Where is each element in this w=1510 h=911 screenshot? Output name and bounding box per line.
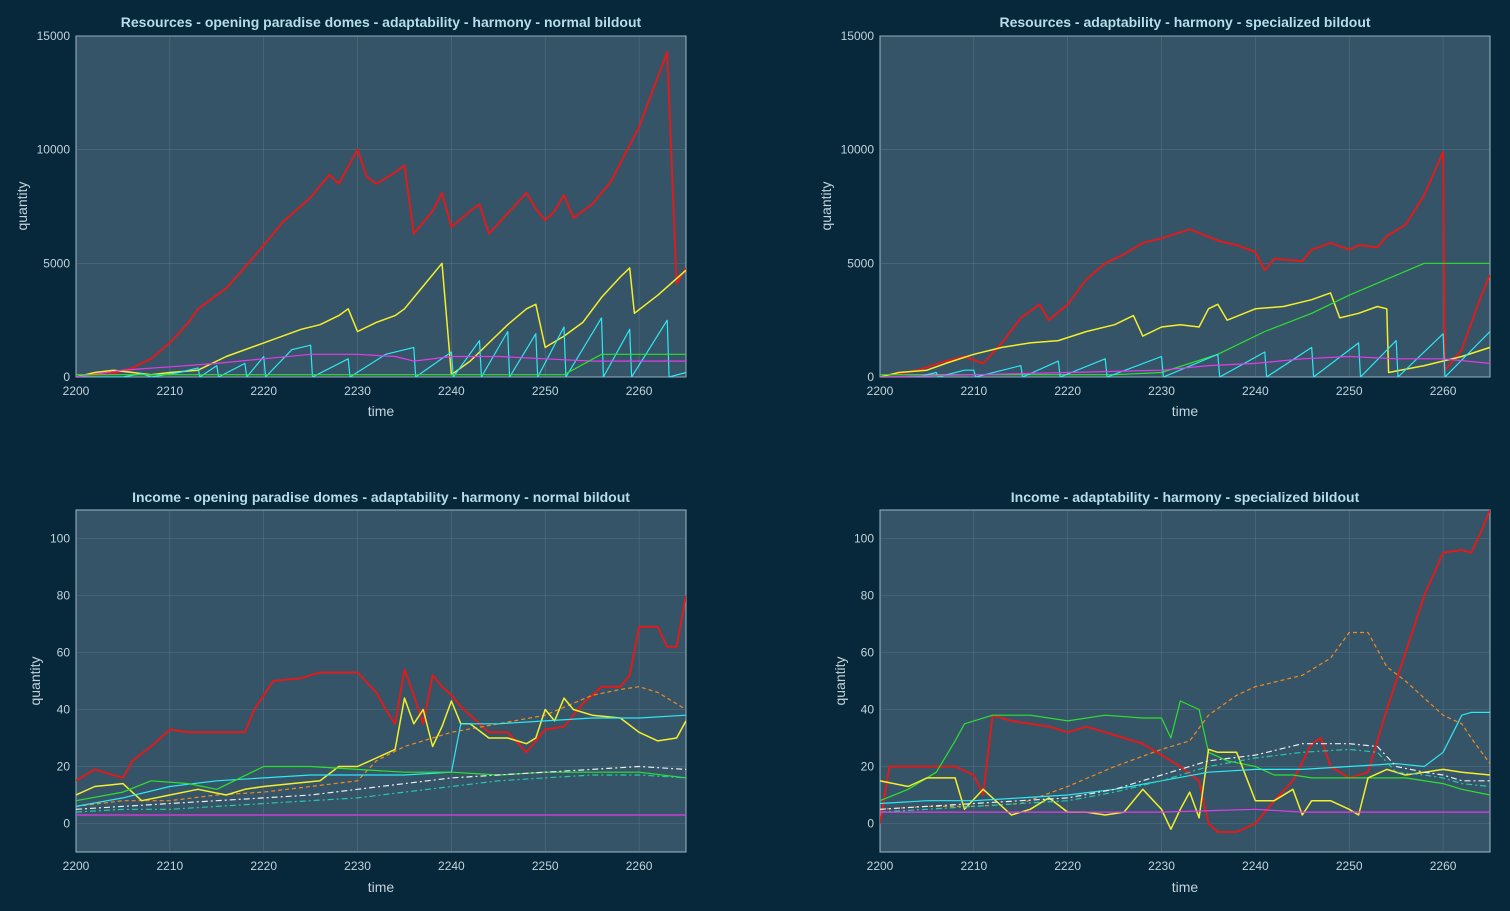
y-tick-label: 60 xyxy=(861,646,875,660)
chart-title: Resources - opening paradise domes - ada… xyxy=(121,14,642,30)
x-axis-label: time xyxy=(1172,879,1199,895)
series-line-green xyxy=(76,353,686,376)
chart-title: Resources - adaptability - harmony - spe… xyxy=(999,14,1370,30)
plot-area xyxy=(879,35,1491,378)
chart-panel-income-normal: Income - opening paradise domes - adapta… xyxy=(27,489,687,895)
chart-panel-income-specialized: Income - adaptability - harmony - specia… xyxy=(832,489,1491,895)
y-tick-label: 20 xyxy=(57,760,71,774)
x-tick-label: 2240 xyxy=(438,384,465,398)
series-line-magenta xyxy=(880,355,1490,377)
series-line-yellow xyxy=(880,292,1490,377)
x-tick-label: 2250 xyxy=(532,859,559,873)
y-tick-label: 20 xyxy=(861,760,875,774)
x-axis-label: time xyxy=(368,879,395,895)
series-line-white xyxy=(76,765,686,810)
y-axis-label: quantity xyxy=(818,181,834,230)
y-tick-label: 5000 xyxy=(43,256,70,270)
series-line-cyan xyxy=(76,714,686,807)
series-line-cyan xyxy=(880,711,1490,805)
y-tick-label: 40 xyxy=(861,703,875,717)
x-tick-label: 2240 xyxy=(438,859,465,873)
y-tick-label: 0 xyxy=(63,370,70,384)
x-tick-label: 2260 xyxy=(626,859,653,873)
y-tick-label: 0 xyxy=(867,370,874,384)
series-line-yellow xyxy=(76,262,686,377)
x-tick-label: 2230 xyxy=(344,384,371,398)
x-tick-label: 2220 xyxy=(250,859,277,873)
chart-panel-resources-specialized: Resources - adaptability - harmony - spe… xyxy=(818,14,1491,419)
chart-title: Income - opening paradise domes - adapta… xyxy=(132,489,630,505)
series-line-teal xyxy=(880,748,1490,813)
series-line-white xyxy=(880,743,1490,810)
series-line-teal xyxy=(76,774,686,813)
x-tick-label: 2230 xyxy=(1148,859,1175,873)
series-line-green xyxy=(880,700,1490,802)
x-tick-label: 2200 xyxy=(63,859,90,873)
y-axis-label: quantity xyxy=(832,656,848,705)
x-tick-label: 2200 xyxy=(867,384,894,398)
y-tick-label: 15000 xyxy=(37,29,71,43)
x-tick-label: 2220 xyxy=(250,384,277,398)
chart-panel-resources-normal: Resources - opening paradise domes - ada… xyxy=(14,14,687,419)
chart-title: Income - adaptability - harmony - specia… xyxy=(1011,489,1360,505)
x-tick-label: 2240 xyxy=(1242,859,1269,873)
series-line-red xyxy=(880,150,1490,377)
y-tick-label: 80 xyxy=(861,589,875,603)
y-tick-label: 60 xyxy=(57,646,71,660)
series-line-red xyxy=(76,595,686,782)
x-axis-label: time xyxy=(1172,403,1199,419)
series-line-magenta xyxy=(880,808,1490,813)
x-tick-label: 2210 xyxy=(960,859,987,873)
y-tick-label: 100 xyxy=(854,532,874,546)
y-tick-label: 0 xyxy=(867,817,874,831)
series-line-green xyxy=(76,765,686,802)
x-tick-label: 2230 xyxy=(344,859,371,873)
plot-area xyxy=(879,509,1491,853)
x-tick-label: 2210 xyxy=(960,384,987,398)
y-tick-label: 0 xyxy=(63,817,70,831)
x-tick-label: 2250 xyxy=(1336,384,1363,398)
series-line-red xyxy=(76,50,686,377)
series-line-magenta xyxy=(76,353,686,377)
x-tick-label: 2250 xyxy=(532,384,559,398)
y-tick-label: 10000 xyxy=(841,143,875,157)
y-tick-label: 100 xyxy=(50,532,70,546)
x-tick-label: 2230 xyxy=(1148,384,1175,398)
x-tick-label: 2250 xyxy=(1336,859,1363,873)
x-tick-label: 2210 xyxy=(156,859,183,873)
x-tick-label: 2200 xyxy=(867,859,894,873)
x-tick-label: 2220 xyxy=(1054,384,1081,398)
x-tick-label: 2260 xyxy=(1430,384,1457,398)
x-tick-label: 2240 xyxy=(1242,384,1269,398)
y-tick-label: 80 xyxy=(57,589,71,603)
x-tick-label: 2220 xyxy=(1054,859,1081,873)
series-line-yellow xyxy=(76,697,686,802)
series-line-yellow xyxy=(880,748,1490,830)
series-line-green xyxy=(880,262,1490,376)
x-tick-label: 2260 xyxy=(626,384,653,398)
y-axis-label: quantity xyxy=(14,181,30,230)
y-tick-label: 15000 xyxy=(841,29,875,43)
x-tick-label: 2210 xyxy=(156,384,183,398)
y-axis-label: quantity xyxy=(27,656,43,705)
x-axis-label: time xyxy=(368,403,395,419)
x-tick-label: 2260 xyxy=(1430,859,1457,873)
y-tick-label: 10000 xyxy=(37,143,71,157)
y-tick-label: 40 xyxy=(57,703,71,717)
plot-area xyxy=(75,35,687,378)
y-tick-label: 5000 xyxy=(847,256,874,270)
series-line-orange xyxy=(880,631,1490,810)
x-tick-label: 2200 xyxy=(63,384,90,398)
series-line-cyan xyxy=(880,331,1490,377)
plot-area xyxy=(75,509,687,853)
